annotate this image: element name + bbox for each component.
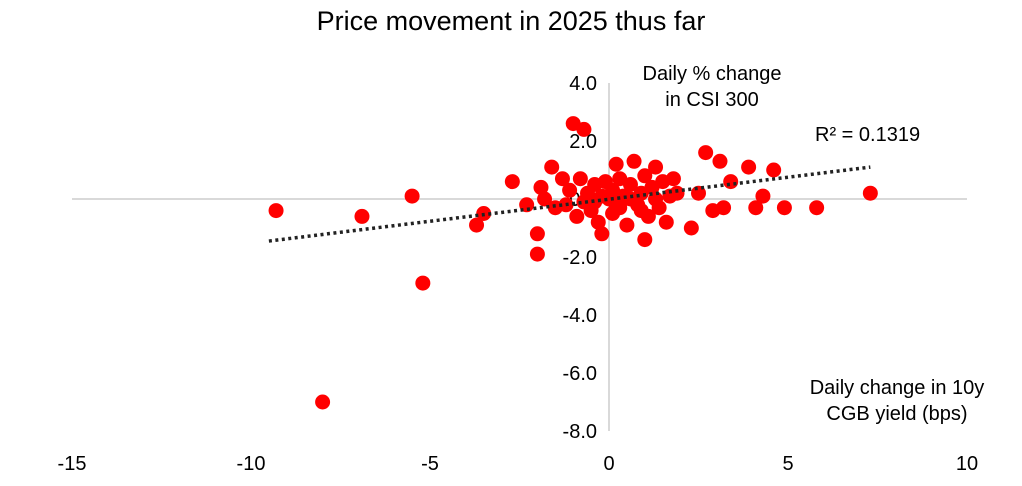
- x-tick-label: -10: [237, 453, 266, 475]
- data-point: [698, 145, 714, 161]
- data-point: [590, 214, 606, 230]
- y-tick-label: -2.0: [563, 247, 597, 269]
- y-tick-labels: 4.02.00.0-2.0-4.0-6.0-8.0: [563, 73, 597, 443]
- x-tick-label: -5: [421, 453, 439, 475]
- data-point: [766, 162, 782, 178]
- data-point: [809, 200, 825, 216]
- data-point: [748, 200, 764, 216]
- data-point: [619, 217, 635, 233]
- data-point: [755, 188, 771, 204]
- data-point: [716, 200, 732, 216]
- y-tick-label: -6.0: [563, 363, 597, 385]
- y-tick-label: -4.0: [563, 305, 597, 327]
- data-point: [469, 217, 485, 233]
- x-axis-label-line1: Daily change in 10y: [810, 377, 985, 399]
- data-point: [504, 174, 520, 190]
- data-point: [544, 159, 560, 175]
- data-point: [597, 174, 613, 190]
- data-point: [562, 182, 578, 198]
- data-point: [633, 203, 649, 219]
- y-tick-label: 2.0: [569, 131, 597, 153]
- data-point: [637, 168, 653, 184]
- r-squared-label: R² = 0.1319: [815, 124, 920, 146]
- x-tick-label: 5: [782, 453, 793, 475]
- data-point: [658, 214, 674, 230]
- data-point: [529, 246, 545, 262]
- data-point: [637, 232, 653, 248]
- y-axis-label-line2: in CSI 300: [665, 89, 758, 111]
- data-point: [669, 185, 685, 201]
- data-point: [537, 191, 553, 207]
- data-point: [354, 208, 370, 224]
- data-point: [576, 121, 592, 137]
- data-point: [554, 171, 570, 187]
- x-tick-label: 0: [603, 453, 614, 475]
- data-point: [315, 394, 331, 410]
- data-point: [712, 153, 728, 169]
- x-tick-labels: -15 -10 -5 0 5 10: [58, 453, 979, 475]
- y-axis-label-line1: Daily % change: [643, 63, 782, 85]
- data-point: [665, 171, 681, 187]
- x-tick-label: -15: [58, 453, 87, 475]
- data-point: [608, 197, 624, 213]
- data-point: [626, 153, 642, 169]
- data-point: [741, 159, 757, 175]
- y-tick-label: 4.0: [569, 73, 597, 95]
- x-axis-label-line2: CGB yield (bps): [826, 403, 967, 425]
- data-point: [683, 220, 699, 236]
- data-point: [415, 275, 431, 291]
- data-point: [608, 156, 624, 172]
- data-point: [268, 203, 284, 219]
- data-point: [587, 194, 603, 210]
- data-point: [648, 159, 664, 175]
- data-points: [268, 116, 878, 410]
- data-point: [572, 171, 588, 187]
- y-tick-label: -8.0: [563, 421, 597, 443]
- data-point: [533, 179, 549, 195]
- data-point: [622, 191, 638, 207]
- data-point: [529, 226, 545, 242]
- chart-title: Price movement in 2025 thus far: [316, 6, 706, 36]
- data-point: [776, 200, 792, 216]
- data-point: [404, 188, 420, 204]
- x-tick-label: 10: [956, 453, 978, 475]
- data-point: [594, 226, 610, 242]
- data-point: [569, 208, 585, 224]
- data-point: [622, 177, 638, 192]
- data-point: [862, 185, 878, 201]
- data-point: [723, 174, 739, 190]
